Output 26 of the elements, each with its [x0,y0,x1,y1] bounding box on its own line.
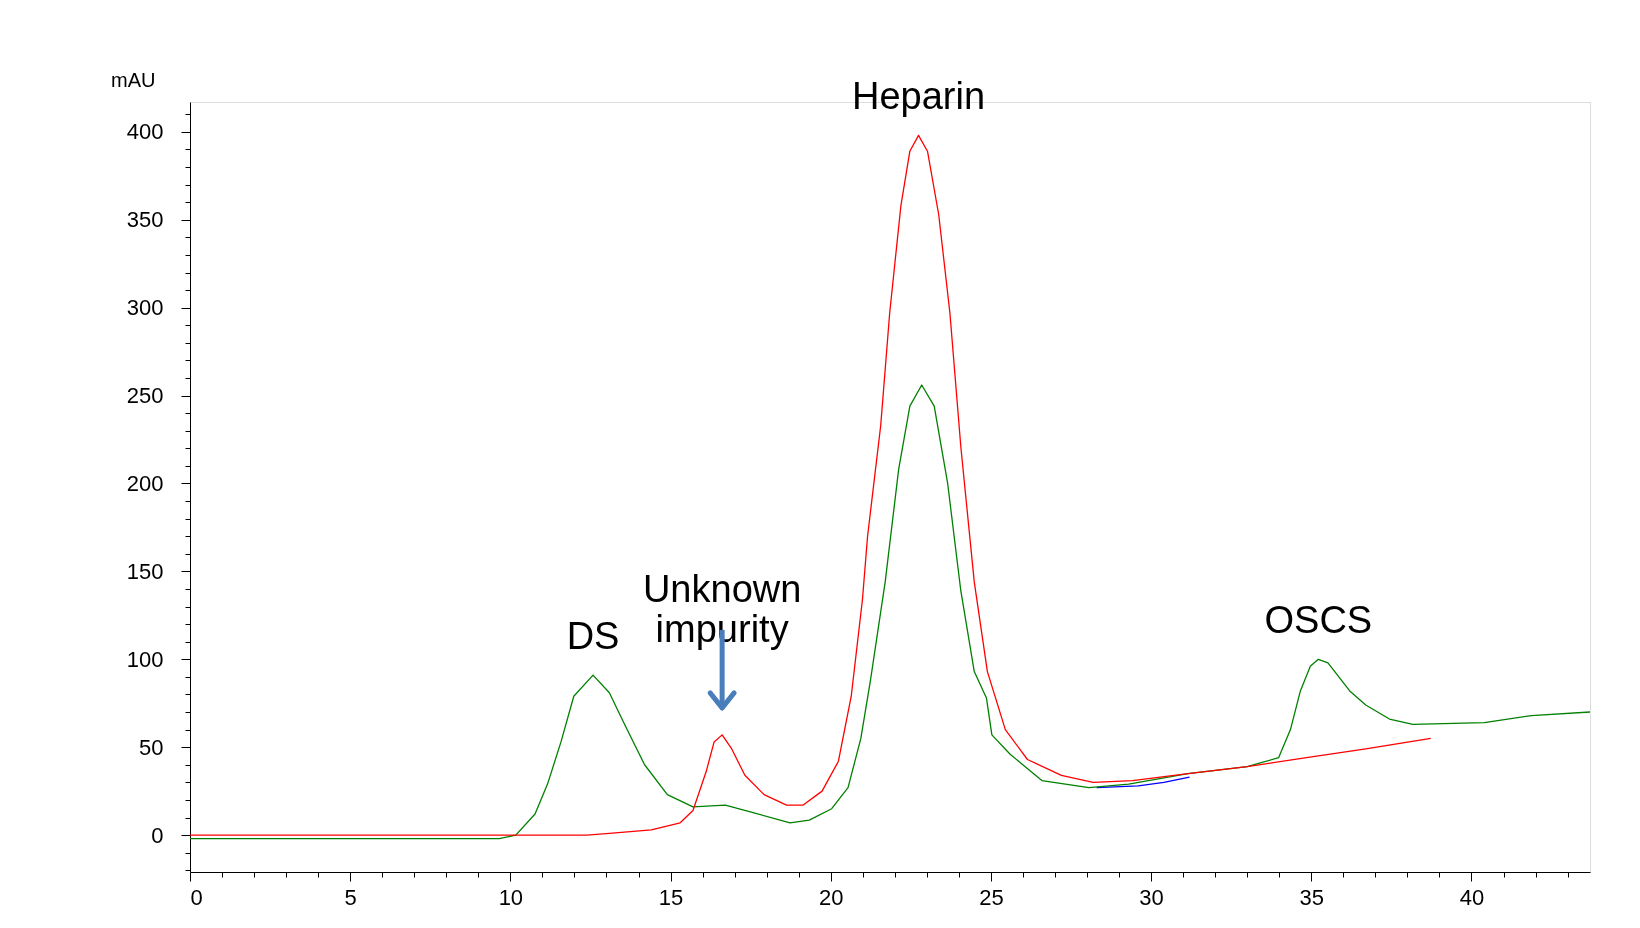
y-tick-label: 100 [126,646,164,672]
y-tick-label: 50 [139,734,164,760]
annotation: Heparin [851,75,986,118]
line-series [190,384,1590,840]
y-tick-label: 250 [126,383,164,409]
x-tick-label: 30 [1139,884,1164,910]
y-tick-label: 300 [126,295,164,321]
line-series [190,134,1432,836]
y-axis-title: mAU [111,68,156,91]
x-tick-label: 15 [658,884,684,910]
y-tick-label: 150 [126,558,164,584]
x-tick-label: 10 [498,884,524,910]
x-tick-label: 20 [818,884,844,910]
x-tick-label: 25 [979,884,1004,910]
y-tick-label: 0 [151,822,164,848]
y-tick-label: 200 [126,470,164,496]
x-tick-label: 40 [1459,884,1485,910]
x-tick-label: 5 [344,884,357,910]
line-series [1095,776,1191,789]
x-tick-label: 0 [190,884,203,910]
y-tick-label: 350 [126,207,164,233]
annotation: OSCS [1264,599,1373,642]
annotation: Unknown impurity [642,567,802,650]
x-tick-label: 35 [1299,884,1325,910]
y-tick-label: 400 [126,119,164,145]
annotation: DS [566,615,620,658]
